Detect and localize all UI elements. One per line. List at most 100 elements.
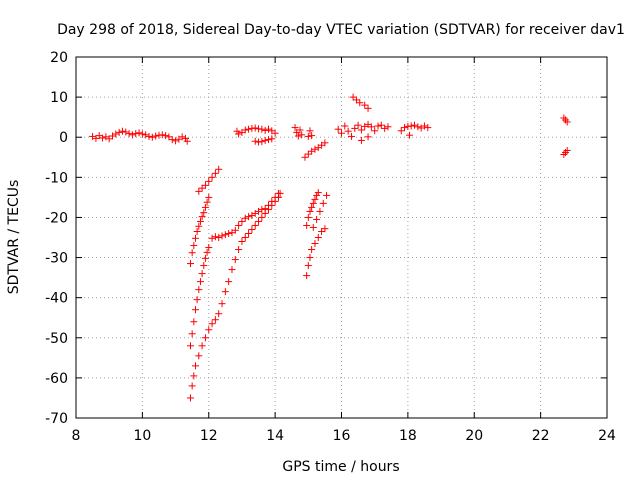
data-point xyxy=(323,191,331,199)
x-tick-label: 22 xyxy=(532,428,550,444)
data-point xyxy=(251,137,259,145)
data-point xyxy=(264,205,272,213)
data-point xyxy=(364,133,372,141)
data-point xyxy=(188,330,196,338)
data-point xyxy=(158,131,166,139)
data-point xyxy=(294,132,302,140)
data-point xyxy=(188,382,196,390)
data-point xyxy=(162,132,170,140)
data-point xyxy=(208,173,216,181)
data-point xyxy=(191,234,199,242)
data-point xyxy=(225,278,233,286)
data-point xyxy=(316,207,324,215)
data-point xyxy=(238,238,246,246)
x-tick-label: 10 xyxy=(133,428,151,444)
data-point xyxy=(205,177,213,185)
data-point xyxy=(296,126,304,134)
data-point xyxy=(228,266,236,274)
data-point xyxy=(271,129,279,137)
data-point xyxy=(306,207,314,215)
data-point xyxy=(215,234,223,241)
data-point xyxy=(407,122,415,130)
y-tick-label: -30 xyxy=(45,251,68,267)
data-point xyxy=(238,217,246,225)
x-tick-label: 20 xyxy=(465,428,483,444)
x-tick-label: 18 xyxy=(399,428,417,444)
data-point xyxy=(357,136,365,144)
data-point xyxy=(205,244,213,252)
data-point xyxy=(196,217,204,225)
data-point xyxy=(201,203,209,211)
data-point xyxy=(264,125,272,133)
data-point xyxy=(374,122,382,130)
data-point xyxy=(308,132,316,140)
data-point xyxy=(215,310,223,318)
data-point xyxy=(152,132,160,140)
data-point xyxy=(308,203,316,211)
y-tick-label: -60 xyxy=(45,371,68,387)
data-point xyxy=(203,248,211,256)
data-point xyxy=(125,130,133,138)
data-point xyxy=(364,104,372,112)
data-point xyxy=(128,131,136,139)
data-point xyxy=(411,121,419,129)
ticks-layer: 8 10 12 14 16 18 20 22 24 -70 -60 -50 -40 -30 -20 -10 0 1… xyxy=(45,50,616,444)
data-point xyxy=(190,372,198,380)
data-point xyxy=(201,254,209,262)
y-tick-label: 10 xyxy=(50,90,68,106)
data-point xyxy=(321,139,329,147)
data-point xyxy=(145,132,153,140)
data-point xyxy=(351,124,359,132)
data-point xyxy=(397,127,405,135)
data-point xyxy=(261,136,269,144)
x-tick-label: 8 xyxy=(72,428,81,444)
data-point xyxy=(115,128,123,136)
data-point xyxy=(195,352,203,360)
data-point xyxy=(196,278,204,286)
data-point xyxy=(311,195,319,203)
data-point xyxy=(314,189,322,197)
data-point xyxy=(563,146,571,154)
y-tick-label: 20 xyxy=(50,50,68,66)
data-point xyxy=(371,127,379,135)
data-point xyxy=(172,137,180,145)
data-point xyxy=(304,132,312,140)
data-point xyxy=(195,187,203,195)
data-point xyxy=(221,231,229,239)
data-point xyxy=(198,342,206,350)
data-point xyxy=(205,193,213,201)
data-point xyxy=(306,254,314,262)
data-point xyxy=(198,270,206,278)
data-point xyxy=(195,286,203,294)
data-point xyxy=(241,126,249,134)
data-point xyxy=(215,165,223,173)
x-tick-label: 16 xyxy=(333,428,351,444)
data-point xyxy=(298,131,306,139)
data-point xyxy=(218,300,226,308)
data-point xyxy=(276,189,284,197)
data-point xyxy=(341,122,349,130)
data-point xyxy=(319,199,327,207)
data-point xyxy=(258,213,266,221)
data-point xyxy=(118,127,126,135)
x-tick-label: 12 xyxy=(200,428,218,444)
data-point xyxy=(201,181,209,189)
data-point xyxy=(354,121,362,129)
y-axis-label: SDTVAR / TECUs xyxy=(6,180,22,295)
data-point xyxy=(195,222,203,230)
data-point xyxy=(361,101,369,109)
y-tick-label: -20 xyxy=(45,210,68,226)
data-point xyxy=(218,232,226,240)
data-point xyxy=(200,209,208,217)
data-point xyxy=(211,169,219,177)
x-axis-label: GPS time / hours xyxy=(282,459,399,475)
data-point xyxy=(142,131,150,139)
data-point xyxy=(168,136,176,144)
data-point xyxy=(414,123,422,131)
data-point xyxy=(201,334,209,342)
data-point xyxy=(313,215,321,223)
data-point xyxy=(132,130,140,138)
data-point xyxy=(309,223,317,231)
data-point xyxy=(274,193,282,201)
